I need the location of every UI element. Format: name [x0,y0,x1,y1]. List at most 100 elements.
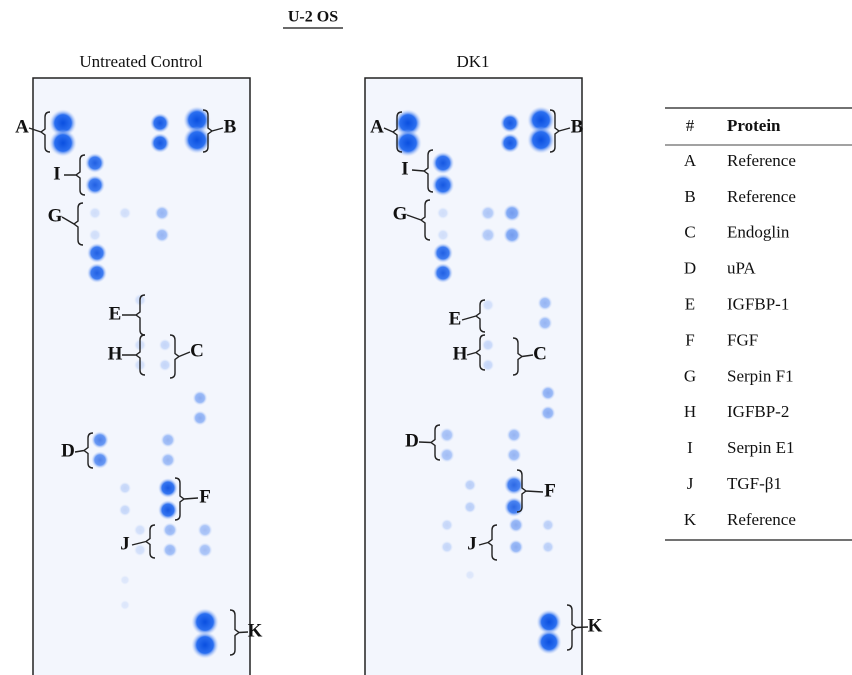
spot [508,539,524,555]
spot [440,540,454,554]
spot [85,153,105,173]
bracket-label: K [248,620,263,641]
spot [158,338,172,352]
bracket-label: J [467,533,477,554]
bracket-label: I [401,158,408,179]
spot [197,522,213,538]
bracket-label: J [120,533,130,554]
bracket-label: E [449,308,462,329]
bracket [169,334,191,379]
table-cell: Endoglin [727,223,790,242]
spot [158,478,178,498]
bracket-label: B [224,116,237,137]
spot [120,600,130,610]
spot [158,358,172,372]
table-cell: Reference [727,187,796,206]
spot [436,206,450,220]
table-cell: FGF [727,330,758,349]
bracket [383,111,403,153]
bracket-label: I [53,163,60,184]
bracket [202,109,224,153]
spot [118,206,132,220]
bracket [131,524,156,559]
bracket [122,294,146,336]
spot [440,518,454,532]
spot [431,151,455,175]
blot-membrane [364,77,583,675]
bracket-label: C [190,340,204,361]
spot [480,227,496,243]
spot [481,338,495,352]
spot [503,204,521,222]
bracket-label: A [15,116,29,137]
bracket [64,154,86,196]
spot [541,540,555,554]
spot [541,518,555,532]
table-cell: A [684,151,697,170]
spot [506,427,522,443]
spot [154,227,170,243]
spot [508,517,524,533]
table-header: Protein [727,116,781,135]
spot [439,447,455,463]
table-cell: Reference [727,151,796,170]
spot [480,205,496,221]
table-cell: TGF-β1 [727,474,782,493]
spot [540,385,556,401]
spot [500,133,520,153]
blot-membrane [32,77,251,675]
spot [481,298,495,312]
spot [436,228,450,242]
spot [527,106,555,134]
spot [503,226,521,244]
table-cell: Serpin E1 [727,438,795,457]
spot [49,109,77,137]
bracket-label: D [61,440,75,461]
spot [504,497,524,517]
table-cell: IGFBP-1 [727,295,789,314]
spot [506,447,522,463]
bracket [566,604,589,651]
bracket-label: H [453,343,468,364]
spot [481,358,495,372]
spot [192,390,208,406]
table-cell: B [684,187,695,206]
spot [120,575,130,585]
spot [87,243,107,263]
bracket-label: F [199,486,211,507]
spot [183,106,211,134]
spot [91,431,109,449]
spot [504,475,524,495]
table-cell: J [687,474,694,493]
table-cell: I [687,438,693,457]
spot [150,113,170,133]
spot [192,410,208,426]
spot [87,263,107,283]
bracket [466,334,486,371]
spot [183,126,211,154]
spot [160,452,176,468]
bracket [229,609,249,656]
spot [133,523,147,537]
bracket [28,111,51,153]
table-cell: Serpin F1 [727,366,794,385]
figure-title: U-2 OS [288,9,338,26]
spot [500,113,520,133]
table-cell: G [684,366,696,385]
spot [88,228,102,242]
bracket-label: F [544,480,556,501]
bracket-label: E [109,303,122,324]
spot [394,109,422,137]
spot [540,405,556,421]
spot [91,451,109,469]
table-cell: H [684,402,696,421]
bracket [549,109,571,153]
table-cell: C [684,223,695,242]
table-cell: IGFBP-2 [727,402,789,421]
spot [191,608,219,636]
bracket-label: C [533,343,547,364]
spot [537,295,553,311]
bracket [512,337,534,376]
